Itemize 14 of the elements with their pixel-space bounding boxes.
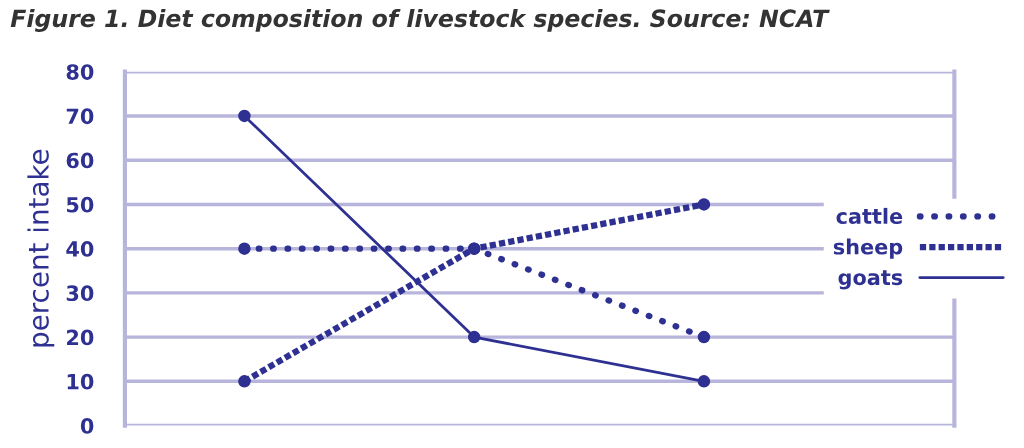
y-tick-label: 50 <box>66 196 94 213</box>
y-tick-label: 60 <box>66 152 94 169</box>
legend-label: sheep <box>833 238 903 259</box>
y-tick-label: 80 <box>66 64 94 80</box>
y-tick-label: 70 <box>66 108 94 125</box>
y-tick-label: 30 <box>66 285 94 302</box>
chart-title: Figure 1. Diet composition of livestock species. Source: NCAT <box>10 8 830 32</box>
legend-label: goats <box>838 270 903 290</box>
y-axis-title: percent intake <box>27 149 55 347</box>
y-tick-label: 0 <box>80 418 94 434</box>
y-tick-label: 20 <box>67 329 94 346</box>
legend-label: cattle <box>836 207 903 225</box>
y-tick-label: 40 <box>66 241 94 257</box>
y-tick-label: 10 <box>67 373 94 390</box>
